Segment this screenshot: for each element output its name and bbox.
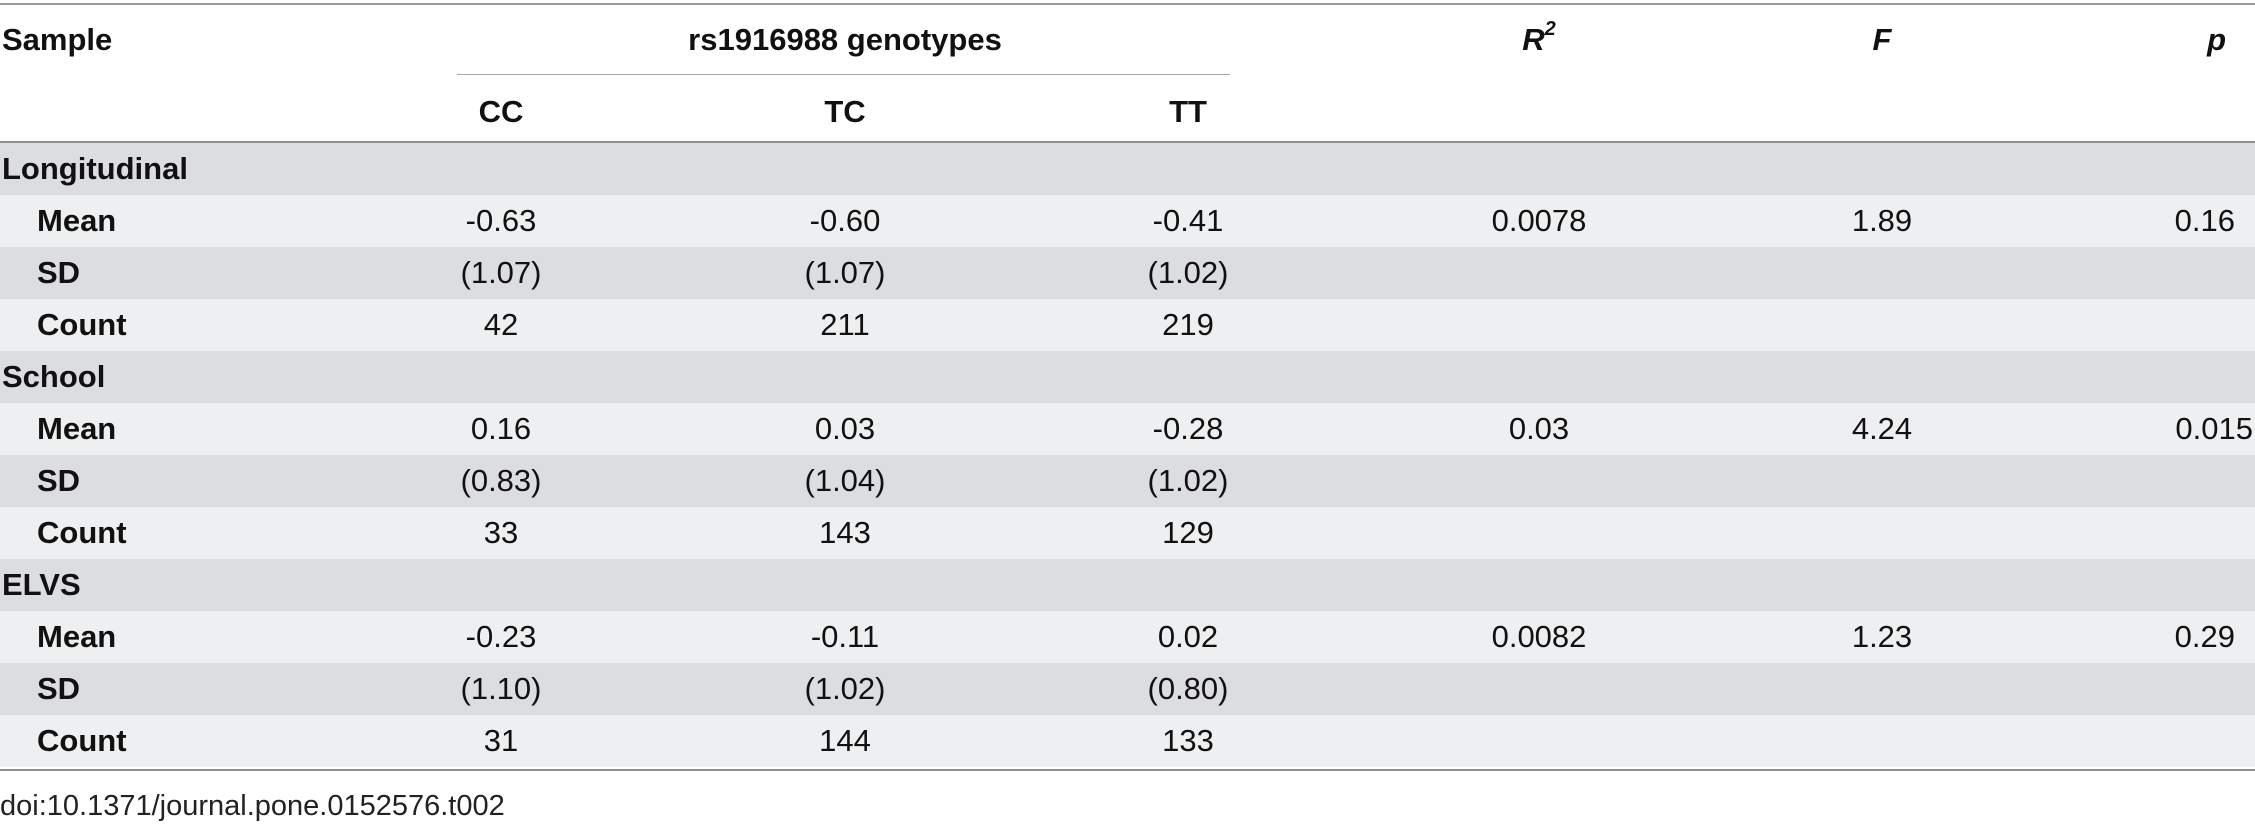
group-row-longitudinal: Longitudinal [0,143,2255,195]
cell-tt: 219 [1162,307,1214,342]
header-cc: CC [478,94,524,129]
cell-r2: 0.03 [1508,411,1570,446]
table-row: Mean 0.16 0.03 -0.28 0.03 4.24 0.015 [0,403,2255,455]
bottom-rule [0,769,2255,771]
table-row: SD (0.83) (1.04) (1.02) [0,455,2255,507]
stat-label: Count [37,723,127,758]
cell-cc: 0.16 [470,411,532,446]
cell-tt: (1.02) [1147,255,1229,290]
cell-r2: 0.0078 [1491,203,1587,238]
cell-cc: 33 [483,515,519,550]
cell-tc: 211 [820,307,870,342]
group-label: Longitudinal [2,151,188,186]
table-row: Mean -0.23 -0.11 0.02 0.0082 1.23 0.29 [0,611,2255,663]
cell-cc: 42 [483,307,519,342]
cell-tc: 0.03 [814,411,876,446]
table-row: SD (1.10) (1.02) (0.80) [0,663,2255,715]
header-genotypes: rs1916988 genotypes [688,22,1002,57]
group-row-school: School [0,351,2255,403]
cell-tc: (1.07) [804,255,886,290]
cell-tt: -0.28 [1152,411,1224,446]
header-tc: TC [824,94,866,129]
header-p: p [2207,22,2226,57]
cell-cc: (1.10) [460,671,542,706]
cell-p: 0.015 [2175,411,2253,446]
cell-p: 0.16 [2174,203,2235,238]
group-label: ELVS [2,567,81,602]
stat-label: SD [37,255,81,290]
table-row: Count 42 211 219 [0,299,2255,351]
top-rule [0,3,2255,5]
cell-tt: 129 [1162,515,1214,550]
cell-f: 1.89 [1851,203,1913,238]
doi-footer: doi:10.1371/journal.pone.0152576.t002 [0,790,505,822]
group-row-elvs: ELVS [0,559,2255,611]
stat-label: SD [37,463,81,498]
table-row: Count 31 144 133 [0,715,2255,767]
cell-tt: 0.02 [1157,619,1219,654]
table-row: Count 33 143 129 [0,507,2255,559]
cell-tc: 144 [819,723,871,758]
cell-tc: (1.02) [804,671,886,706]
cell-tt: 133 [1162,723,1214,758]
stat-label: Count [37,515,127,550]
stat-label: Count [37,307,127,342]
cell-r2: 0.0082 [1491,619,1587,654]
cell-cc: 31 [483,723,519,758]
stat-label: Mean [37,203,117,238]
header-rule [0,141,2255,143]
cell-tt: -0.41 [1152,203,1224,238]
header-f: F [1872,22,1892,57]
header-tt: TT [1169,94,1207,129]
table-row: Mean -0.63 -0.60 -0.41 0.0078 1.89 0.16 [0,195,2255,247]
cell-f: 1.23 [1851,619,1913,654]
cell-tt: (1.02) [1147,463,1229,498]
stat-label: Mean [37,411,117,446]
cell-tc: -0.60 [809,203,881,238]
cell-f: 4.24 [1851,411,1913,446]
cell-p: 0.29 [2174,619,2235,654]
cell-cc: (1.07) [460,255,542,290]
genotype-span-rule [457,74,1230,75]
header-sample: Sample [2,22,113,57]
cell-cc: -0.63 [465,203,537,238]
cell-cc: -0.23 [465,619,537,654]
header-r-squared: R2 [1522,17,1556,57]
cell-tt: (0.80) [1147,671,1229,706]
cell-cc: (0.83) [460,463,542,498]
cell-tc: 143 [819,515,871,550]
stat-label: Mean [37,619,117,654]
cell-tc: -0.11 [810,619,880,654]
cell-tc: (1.04) [804,463,886,498]
table-row: SD (1.07) (1.07) (1.02) [0,247,2255,299]
group-label: School [2,359,106,394]
stat-label: SD [37,671,81,706]
